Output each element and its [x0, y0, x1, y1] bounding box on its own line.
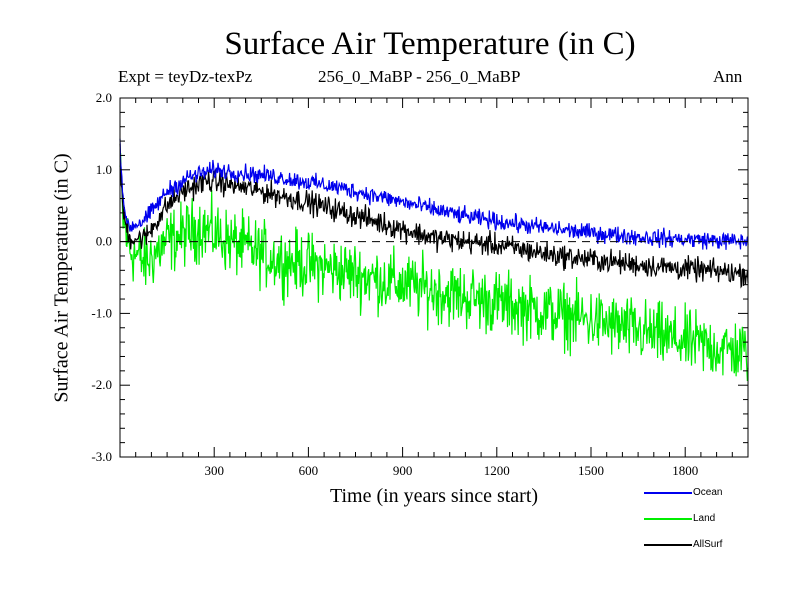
- legend-label-land: Land: [693, 513, 716, 524]
- x-tick-label: 300: [204, 463, 224, 478]
- legend-item-ocean: Ocean: [644, 486, 744, 500]
- x-tick-label: 600: [299, 463, 319, 478]
- run-comparison-label: 256_0_MaBP - 256_0_MaBP: [318, 67, 521, 86]
- legend-label-allsurf: AllSurf: [693, 539, 723, 550]
- legend-swatch-allsurf: [644, 544, 692, 546]
- series-line-land: [119, 152, 749, 382]
- legend-swatch-land: [644, 518, 692, 520]
- y-tick-label: 1.0: [96, 162, 112, 177]
- season-label: Ann: [713, 67, 743, 86]
- legend-swatch-ocean: [644, 492, 692, 494]
- experiment-label: Expt = teyDz-texPz: [118, 67, 253, 86]
- series-line-ocean: [119, 138, 749, 250]
- y-tick-label: -2.0: [91, 377, 112, 392]
- chart-title: Surface Air Temperature (in C): [224, 26, 636, 62]
- series-line-allsurf: [119, 143, 749, 289]
- y-tick-label: -3.0: [91, 449, 112, 464]
- plot-frame: [119, 97, 749, 458]
- legend-item-land: Land: [644, 512, 744, 526]
- x-tick-label: 1200: [484, 463, 510, 478]
- y-tick-label: 0.0: [96, 234, 112, 249]
- y-tick-label: -1.0: [91, 305, 112, 320]
- x-tick-label: 900: [393, 463, 413, 478]
- x-tick-label: 1500: [578, 463, 604, 478]
- legend-item-allsurf: AllSurf: [644, 538, 744, 552]
- legend-label-ocean: Ocean: [693, 487, 723, 498]
- x-tick-label: 1800: [672, 463, 698, 478]
- x-axis-label: Time (in years since start): [329, 485, 539, 507]
- y-axis-label: Surface Air Temperature (in C): [50, 153, 73, 403]
- y-tick-label: 2.0: [96, 90, 112, 105]
